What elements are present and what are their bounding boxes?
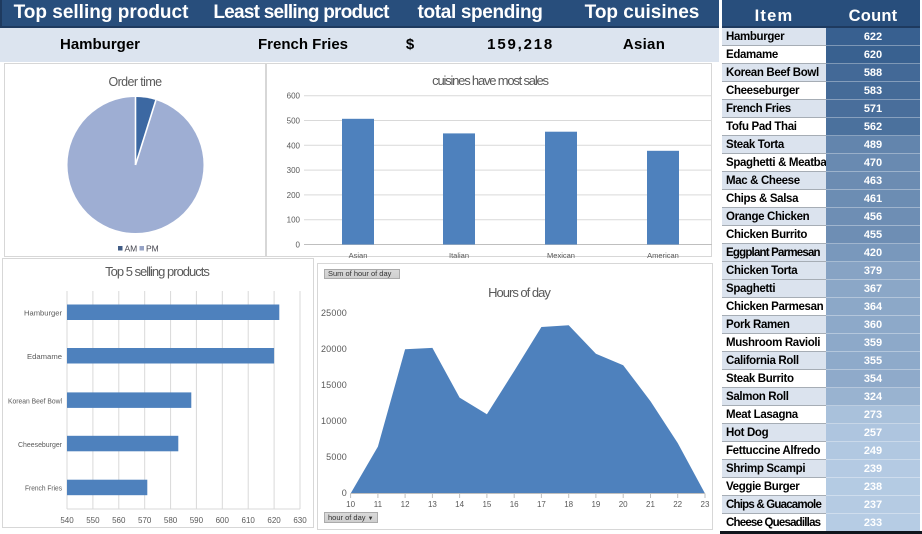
svg-text:22: 22 xyxy=(673,500,682,509)
svg-text:Order time: Order time xyxy=(108,75,162,89)
svg-text:Hours of day: Hours of day xyxy=(488,285,551,300)
svg-text:590: 590 xyxy=(190,516,204,525)
svg-text:Korean Beef Bowl: Korean Beef Bowl xyxy=(8,396,62,405)
svg-text:20000: 20000 xyxy=(321,344,347,354)
svg-text:18: 18 xyxy=(564,500,573,509)
svg-text:French Fries: French Fries xyxy=(25,484,62,493)
svg-text:300: 300 xyxy=(287,166,301,175)
svg-text:610: 610 xyxy=(242,516,256,525)
svg-text:580: 580 xyxy=(164,516,178,525)
svg-text:620: 620 xyxy=(267,516,281,525)
svg-text:540: 540 xyxy=(60,516,74,525)
svg-text:American: American xyxy=(647,251,679,258)
svg-text:Top 5 selling products: Top 5 selling products xyxy=(105,264,210,279)
svg-text:Edamame: Edamame xyxy=(27,352,62,361)
svg-text:0: 0 xyxy=(342,488,347,498)
svg-text:12: 12 xyxy=(401,500,410,509)
svg-text:PM: PM xyxy=(146,244,159,254)
svg-text:23: 23 xyxy=(701,500,710,509)
svg-text:Cheeseburger: Cheeseburger xyxy=(18,440,62,449)
svg-text:15: 15 xyxy=(482,500,491,509)
svg-text:AM: AM xyxy=(125,244,138,254)
svg-text:Hamburger: Hamburger xyxy=(24,309,63,318)
svg-text:10000: 10000 xyxy=(321,416,347,426)
svg-text:Asian: Asian xyxy=(349,251,368,258)
svg-text:560: 560 xyxy=(112,516,126,525)
svg-text:550: 550 xyxy=(86,516,100,525)
svg-text:25000: 25000 xyxy=(321,308,347,318)
svg-text:100: 100 xyxy=(287,216,301,225)
svg-text:630: 630 xyxy=(293,516,307,525)
svg-text:15000: 15000 xyxy=(321,380,347,390)
svg-text:17: 17 xyxy=(537,500,546,509)
svg-text:Mexican: Mexican xyxy=(547,251,575,258)
svg-text:600: 600 xyxy=(287,92,301,101)
svg-text:20: 20 xyxy=(619,500,628,509)
svg-text:11: 11 xyxy=(374,500,383,509)
svg-text:600: 600 xyxy=(216,516,230,525)
svg-text:19: 19 xyxy=(591,500,600,509)
svg-text:200: 200 xyxy=(287,191,301,200)
svg-text:16: 16 xyxy=(510,500,519,509)
svg-text:400: 400 xyxy=(287,141,301,150)
svg-text:10: 10 xyxy=(346,500,355,509)
svg-text:Italian: Italian xyxy=(449,251,469,258)
svg-text:21: 21 xyxy=(646,500,655,509)
svg-text:500: 500 xyxy=(287,117,301,126)
svg-text:cuisines have most sales: cuisines have most sales xyxy=(432,73,549,88)
svg-text:0: 0 xyxy=(296,241,301,250)
svg-text:13: 13 xyxy=(428,500,437,509)
svg-text:570: 570 xyxy=(138,516,152,525)
svg-text:14: 14 xyxy=(455,500,464,509)
svg-text:5000: 5000 xyxy=(326,452,347,462)
